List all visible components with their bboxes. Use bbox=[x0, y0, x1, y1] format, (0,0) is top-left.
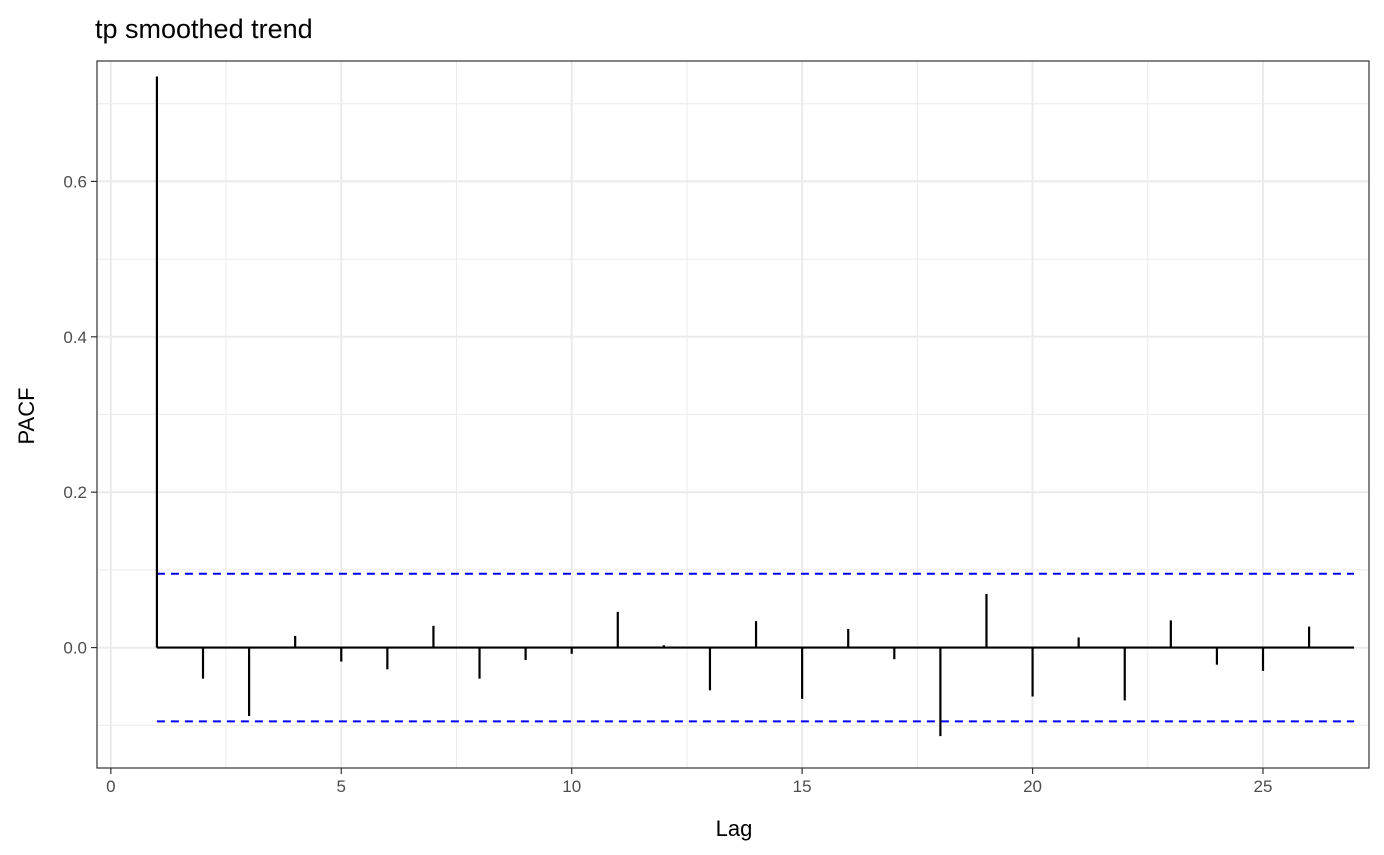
bars-layer bbox=[155, 76, 1355, 737]
grid-layer bbox=[97, 61, 1369, 768]
y-tick-label: 0.2 bbox=[63, 483, 87, 502]
x-tick-label: 20 bbox=[1023, 777, 1042, 796]
x-tick-label: 0 bbox=[106, 777, 115, 796]
chart-title: tp smoothed trend bbox=[95, 14, 313, 44]
x-tick-label: 25 bbox=[1254, 777, 1273, 796]
x-tick-label: 5 bbox=[337, 777, 346, 796]
y-tick-label: 0.6 bbox=[63, 172, 87, 191]
y-tick-label: 0.4 bbox=[63, 328, 87, 347]
x-tick-label: 15 bbox=[793, 777, 812, 796]
y-tick-label: 0.0 bbox=[63, 639, 87, 658]
bounds-layer bbox=[156, 572, 1355, 723]
panel-border bbox=[96, 60, 1370, 769]
x-axis-title: Lag bbox=[716, 816, 753, 841]
y-axis: 0.0 0.2 0.4 0.6 bbox=[63, 172, 97, 658]
y-axis-title: PACF bbox=[14, 387, 39, 444]
x-tick-label: 10 bbox=[562, 777, 581, 796]
x-axis: 0 5 10 15 20 25 bbox=[106, 768, 1272, 796]
